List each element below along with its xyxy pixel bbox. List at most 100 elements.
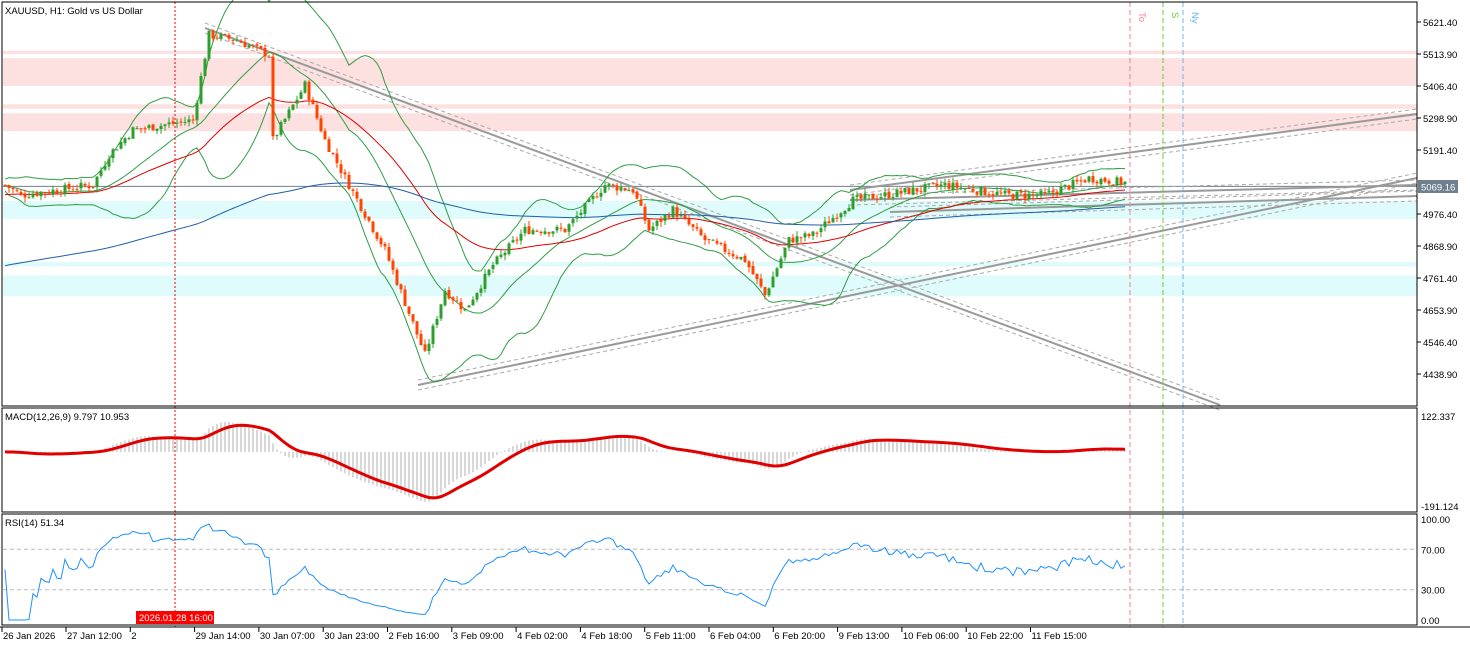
candle-body (1099, 178, 1103, 185)
candle-body (1091, 176, 1095, 183)
macd-signal-line (4, 423, 1126, 500)
candle-body (95, 176, 99, 188)
candle-body (1019, 191, 1023, 193)
candle-body (991, 194, 995, 196)
candle-body (223, 33, 227, 35)
candle-body (447, 289, 451, 299)
candle-body (535, 230, 539, 232)
candle-body (235, 40, 239, 42)
rsi-panel (3, 523, 1417, 621)
candle-body (1107, 180, 1111, 184)
candle-body (587, 198, 591, 202)
time-tick-label: 27 Jan 12:00 (67, 631, 122, 642)
candle-body (219, 34, 223, 39)
candle-body (815, 232, 819, 234)
candle-body (471, 299, 475, 306)
candle-body (423, 344, 427, 351)
candle-body (123, 138, 127, 144)
candle-body (263, 47, 267, 57)
candle-body (855, 195, 859, 197)
candle-body (779, 258, 783, 268)
trendline (417, 177, 1418, 386)
candle-body (663, 215, 667, 221)
rsi-panel-frame (1, 513, 1418, 626)
price-tick-label: 4761.40 (1423, 274, 1457, 285)
candle-body (327, 139, 331, 152)
candle-body (455, 300, 459, 302)
candle-body (759, 278, 763, 287)
candle-body (155, 128, 159, 131)
session-label: To (1136, 12, 1147, 22)
candle-body (127, 137, 131, 139)
candle-body (355, 191, 359, 199)
candle-body (823, 221, 827, 228)
candle-body (699, 229, 703, 236)
candle-body (119, 142, 123, 149)
trendline-channel (849, 108, 1418, 186)
candle-body (947, 183, 951, 189)
candle-body (899, 190, 903, 194)
candle-body (515, 239, 519, 241)
candle-body (871, 193, 875, 200)
candle-body (891, 196, 895, 198)
candle-body (255, 44, 259, 46)
macd-label: MACD(12,26,9) 9.797 10.953 (5, 412, 129, 423)
candle-body (971, 188, 975, 192)
candle-body (475, 292, 479, 300)
candle-body (1123, 181, 1127, 185)
candle-body (867, 194, 871, 196)
macd-min-label: -191.124 (1421, 502, 1459, 513)
time-tick-label: 5 Feb 11:00 (646, 631, 696, 642)
candle-body (35, 192, 39, 196)
candle-body (211, 30, 215, 39)
trendline-channel (849, 118, 1418, 196)
candle-body (559, 227, 563, 229)
candle-body (635, 191, 639, 199)
candle-body (975, 192, 979, 195)
candle-body (555, 226, 559, 231)
candle-body (323, 130, 327, 140)
candle-body (251, 45, 255, 47)
candle-body (723, 243, 727, 252)
candle-body (511, 240, 515, 243)
candle-body (3, 184, 7, 186)
candle-body (527, 226, 531, 234)
candle-body (591, 195, 595, 200)
candle-body (1075, 179, 1079, 182)
candle-body (443, 291, 447, 306)
candle-body (695, 227, 699, 229)
candle-body (1011, 194, 1015, 199)
candle-body (215, 37, 219, 39)
candle-body (507, 243, 511, 255)
candle-body (627, 190, 631, 192)
candle-body (803, 233, 807, 238)
candle-body (607, 183, 611, 187)
candles-layer (3, 29, 1127, 355)
candle-body (395, 269, 399, 285)
candle-body (427, 343, 431, 352)
trendline (889, 195, 1418, 213)
candle-body (59, 193, 63, 195)
candle-body (71, 189, 75, 191)
candle-body (647, 219, 651, 231)
candle-body (331, 152, 335, 154)
candle-body (983, 187, 987, 196)
trendline-channel (849, 189, 1418, 206)
candle-body (927, 183, 931, 185)
bollinger-lower (4, 101, 1126, 383)
candle-body (171, 121, 175, 124)
time-tick-label: 11 Feb 15:00 (1032, 631, 1087, 642)
time-tick-label: 4 Feb 18:00 (581, 631, 632, 642)
candle-body (919, 190, 923, 192)
candle-body (343, 172, 347, 175)
time-tick-label: 30 Jan 23:00 (324, 631, 379, 642)
candle-body (531, 230, 535, 235)
trendline-channel (417, 172, 1418, 381)
candle-body (479, 288, 483, 293)
candle-body (39, 191, 43, 197)
candle-body (495, 256, 499, 265)
candle-body (227, 34, 231, 39)
axes-layer: 100.00 70.00 30.00 0.00 5621.40 5513.90 5406.4… (1, 18, 1457, 642)
candle-body (79, 182, 83, 189)
